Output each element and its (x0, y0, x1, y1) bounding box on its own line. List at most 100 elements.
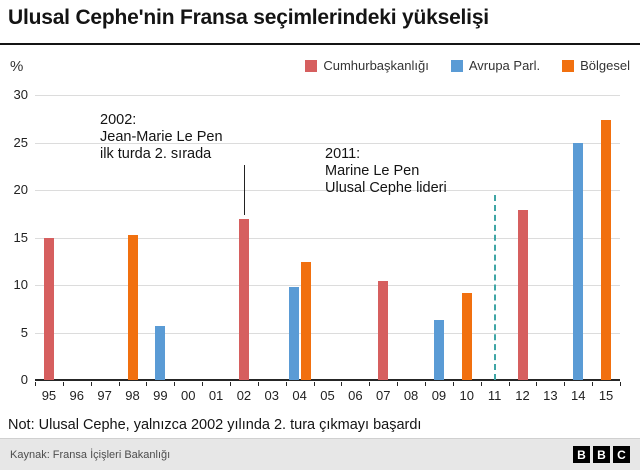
y-tick-label: 15 (13, 229, 28, 245)
page-title: Ulusal Cephe'nin Fransa seçimlerindeki y… (8, 6, 489, 29)
annotation-line: 2011: (325, 146, 361, 162)
annotation-line: ilk turda 2. sırada (100, 146, 212, 162)
x-axis-tick (202, 382, 204, 386)
x-axis-tick (536, 382, 538, 386)
x-tick-label: 10 (459, 388, 474, 403)
x-tick-label: 01 (208, 388, 224, 403)
legend: Cumhurbaşkanlığı Avrupa Parl. Bölgesel (305, 58, 630, 73)
legend-label: Bölgesel (580, 58, 630, 73)
x-tick-label: 03 (264, 388, 279, 403)
annotation-line: Marine Le Pen (325, 163, 420, 179)
bbc-logo-block: C (613, 446, 630, 463)
x-axis-tick (620, 382, 621, 386)
bbc-logo-block: B (573, 446, 590, 463)
x-axis-tick (564, 382, 566, 386)
bar-02-Cumhurbaşkanlığı (238, 219, 249, 380)
legend-swatch (305, 59, 318, 72)
x-tick-label: 96 (69, 388, 84, 403)
x-axis-tick (425, 382, 426, 386)
legend-label: Cumhurbaşkanlığı (323, 58, 429, 73)
source-text: Kaynak: Fransa İçişleri Bakanlığı (10, 448, 171, 461)
y-tick-label: 10 (13, 277, 28, 292)
gridline (35, 332, 620, 334)
y-tick-label: 25 (13, 134, 28, 150)
x-tick-label: 97 (97, 388, 112, 403)
gridline (35, 285, 620, 286)
x-axis-tick (35, 382, 36, 386)
x-tick-label: 12 (515, 388, 530, 403)
x-tick-label: 13 (543, 388, 558, 403)
x-axis-tick (508, 382, 510, 386)
x-tick-label: 08 (403, 388, 419, 403)
legend-item: Cumhurbaşkanlığı (305, 58, 429, 73)
x-axis-tick (285, 382, 287, 386)
y-tick-label: 20 (13, 182, 28, 197)
x-tick-label: 09 (431, 388, 447, 403)
gridline (35, 237, 620, 239)
chart: 30 25 20 15 10 5 0 95 96 97 98 99 00 01 02 03 04 05 06 07 08… (0, 87, 640, 415)
x-axis-tick (313, 382, 315, 386)
legend-label: Avrupa Parl. (468, 58, 541, 73)
x-axis-tick (174, 382, 176, 386)
annotation-line: Ulusal Cephe lideri (325, 180, 447, 196)
x-axis-tick (230, 382, 231, 386)
legend-swatch (562, 59, 575, 72)
bar-95-Cumhurbaşkanlığı (43, 237, 54, 380)
bar-09-Avrupa Parl. (433, 320, 444, 380)
title-divider (0, 43, 640, 45)
gridline (35, 142, 620, 144)
bar-04-Bölgesel (300, 262, 311, 380)
y-axis-unit-label: % (10, 58, 24, 75)
y-tick-label: 0 (20, 372, 28, 387)
dashed-marker-line (493, 194, 496, 380)
bar-04-Avrupa Parl. (288, 286, 299, 380)
x-axis-tick (592, 382, 594, 386)
bbc-logo: B B C (573, 446, 630, 463)
annotation-connector-line (243, 165, 245, 215)
annotation-2011: 2011: Marine Le Pen Ulusal Cephe lideri (325, 146, 447, 197)
x-tick-label: 11 (487, 388, 502, 403)
x-tick-label: 98 (125, 388, 140, 403)
annotation-line: Jean-Marie Le Pen (100, 129, 223, 145)
x-axis-tick (62, 382, 64, 386)
bbc-logo-block: B (593, 446, 610, 463)
x-axis-tick (257, 382, 259, 386)
x-tick-label: 04 (292, 388, 307, 403)
x-tick-label: 99 (153, 388, 168, 403)
x-tick-label: 15 (598, 388, 614, 403)
bar-98-Bölgesel (127, 234, 138, 380)
x-tick-label: 05 (320, 388, 335, 403)
bar-12-Cumhurbaşkanlığı (517, 209, 528, 380)
gridline (35, 95, 620, 96)
x-axis-tick (480, 382, 482, 386)
bar-07-Cumhurbaşkanlığı (378, 281, 389, 380)
y-tick-label: 30 (13, 87, 28, 102)
x-axis-tick (397, 382, 399, 386)
x-tick-label: 00 (180, 388, 196, 403)
bar-15-Bölgesel (601, 119, 612, 380)
gridline (35, 190, 620, 191)
x-axis-tick (341, 382, 343, 386)
x-axis-tick (146, 382, 148, 386)
plot-area (35, 95, 620, 381)
x-axis-tick (118, 382, 120, 386)
y-tick-label: 5 (20, 324, 28, 340)
x-axis-tick (452, 382, 454, 386)
bar-10-Bölgesel (461, 292, 472, 380)
x-tick-label: 14 (570, 388, 586, 403)
x-axis-tick (90, 382, 92, 386)
bar-14-Avrupa Parl. (573, 143, 584, 380)
x-tick-label: 07 (375, 388, 391, 403)
source-bar: Kaynak: Fransa İçişleri Bakanlığı B B C (0, 438, 640, 470)
legend-item: Avrupa Parl. (450, 58, 541, 73)
annotation-2002: 2002: Jean-Marie Le Pen ilk turda 2. sır… (100, 112, 223, 163)
chart-footnote: Not: Ulusal Cephe, yalnızca 2002 yılında… (8, 417, 422, 433)
x-axis-tick (369, 382, 371, 386)
x-axis-line (35, 379, 620, 381)
x-tick-label: 95 (41, 388, 57, 403)
legend-swatch (450, 59, 463, 72)
x-tick-label: 02 (236, 388, 252, 403)
legend-item: Bölgesel (562, 58, 630, 73)
bar-99-Avrupa Parl. (155, 325, 166, 380)
annotation-line: 2002: (100, 112, 137, 128)
